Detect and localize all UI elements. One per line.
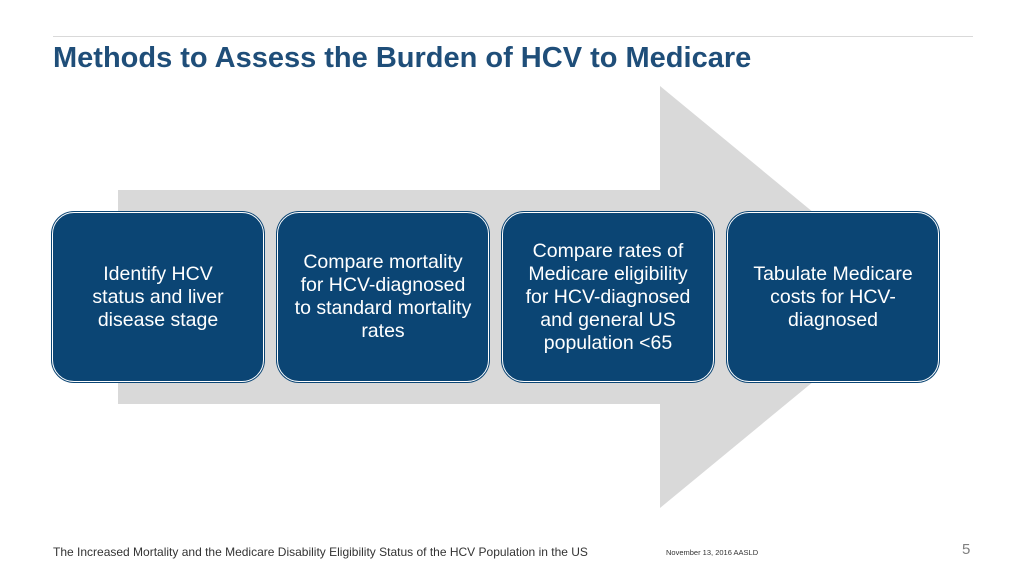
step-label-3: Compare rates of Medicare eligibility fo…: [525, 239, 691, 354]
title-divider: [53, 36, 973, 37]
step-label-1: Identify HCV status and liver disease st…: [92, 262, 224, 331]
footer-citation: The Increased Mortality and the Medicare…: [53, 545, 588, 559]
slide-title: Methods to Assess the Burden of HCV to M…: [53, 42, 752, 74]
step-box-1: Identify HCV status and liver disease st…: [52, 212, 264, 382]
page-number: 5: [962, 541, 971, 558]
step-box-4: Tabulate Medicare costs for HCV-diagnose…: [727, 212, 939, 382]
step-box-3: Compare rates of Medicare eligibility fo…: [502, 212, 714, 382]
step-label-4: Tabulate Medicare costs for HCV-diagnose…: [753, 262, 913, 331]
step-label-2: Compare mortality for HCV-diagnosed to s…: [294, 251, 472, 342]
footer-date: November 13, 2016 AASLD: [666, 548, 759, 557]
step-box-2: Compare mortality for HCV-diagnosed to s…: [277, 212, 489, 382]
